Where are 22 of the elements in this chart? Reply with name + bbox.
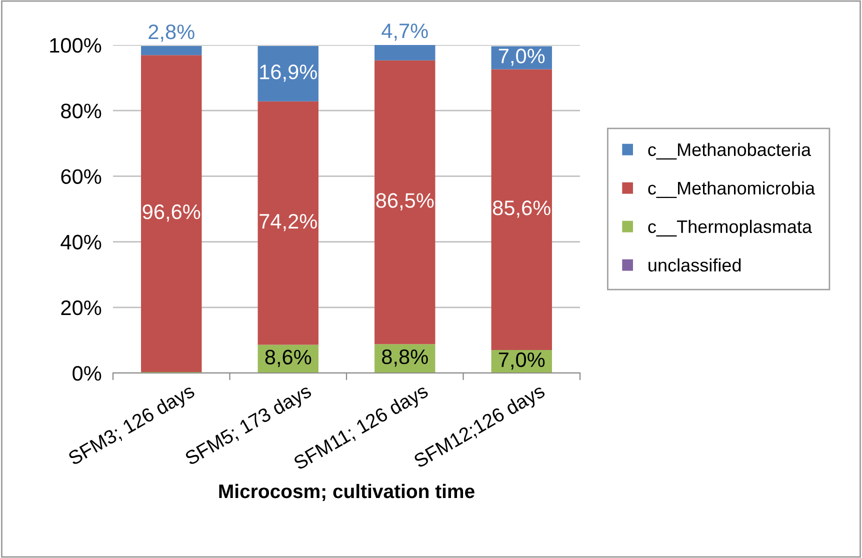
y-tick-label: 0% [72, 366, 102, 381]
y-tick-label: 20% [61, 300, 102, 316]
data-label: 86,5% [376, 193, 434, 210]
data-label: 96,6% [142, 204, 200, 222]
y-tick-label: 40% [60, 234, 102, 250]
x-axis-title: Microcosm; cultivation time [219, 484, 474, 502]
legend-label: c__Methanomicrobia [648, 181, 816, 198]
y-tick-label: 100% [50, 38, 102, 53]
y-tick-label: 80% [61, 104, 102, 118]
data-label: 85,6% [492, 200, 550, 218]
data-label: 8,6% [265, 350, 312, 367]
data-label: 4,7% [382, 24, 428, 41]
legend-label: c__Methanobacteria [648, 142, 812, 160]
legend-label: c__Thermoplasmata [648, 220, 812, 237]
legend-label: unclassified [648, 258, 741, 272]
data-label: 74,2% [260, 214, 317, 232]
data-label: 7,0% [498, 48, 545, 66]
data-label: 2,8% [148, 24, 194, 42]
data-label: 8,8% [382, 349, 428, 367]
y-tick-label: 60% [61, 169, 102, 184]
data-label: 16,9% [260, 64, 317, 82]
data-label: 7,0% [498, 352, 545, 370]
